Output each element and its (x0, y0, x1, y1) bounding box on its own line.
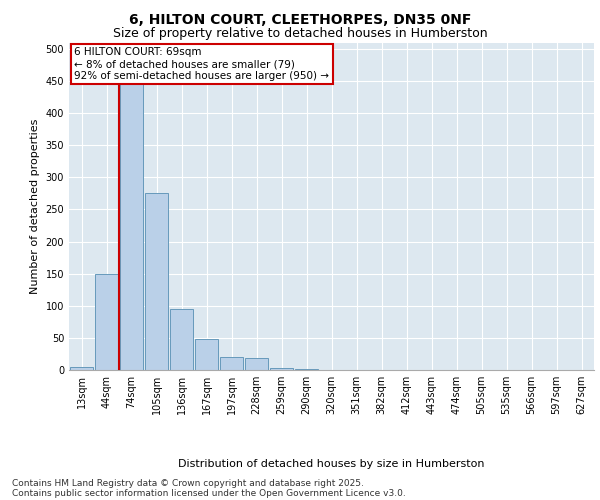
Bar (70, 367, 93, 370)
Bar (95, 274, 118, 370)
Bar (120, 78, 143, 370)
Bar (270, 368, 293, 370)
Bar (170, 309, 193, 370)
Text: 6, HILTON COURT, CLEETHORPES, DN35 0NF: 6, HILTON COURT, CLEETHORPES, DN35 0NF (129, 12, 471, 26)
Text: Contains HM Land Registry data © Crown copyright and database right 2025.: Contains HM Land Registry data © Crown c… (12, 478, 364, 488)
Bar (295, 368, 318, 370)
X-axis label: Distribution of detached houses by size in Humberston: Distribution of detached houses by size … (178, 458, 485, 468)
Y-axis label: Number of detached properties: Number of detached properties (30, 118, 40, 294)
Text: 6 HILTON COURT: 69sqm
← 8% of detached houses are smaller (79)
92% of semi-detac: 6 HILTON COURT: 69sqm ← 8% of detached h… (74, 48, 329, 80)
Text: Contains public sector information licensed under the Open Government Licence v3: Contains public sector information licen… (12, 488, 406, 498)
Bar (145, 194, 168, 370)
Bar (245, 358, 268, 370)
Bar (195, 339, 218, 370)
Bar (220, 357, 243, 370)
Text: Size of property relative to detached houses in Humberston: Size of property relative to detached ho… (113, 28, 487, 40)
